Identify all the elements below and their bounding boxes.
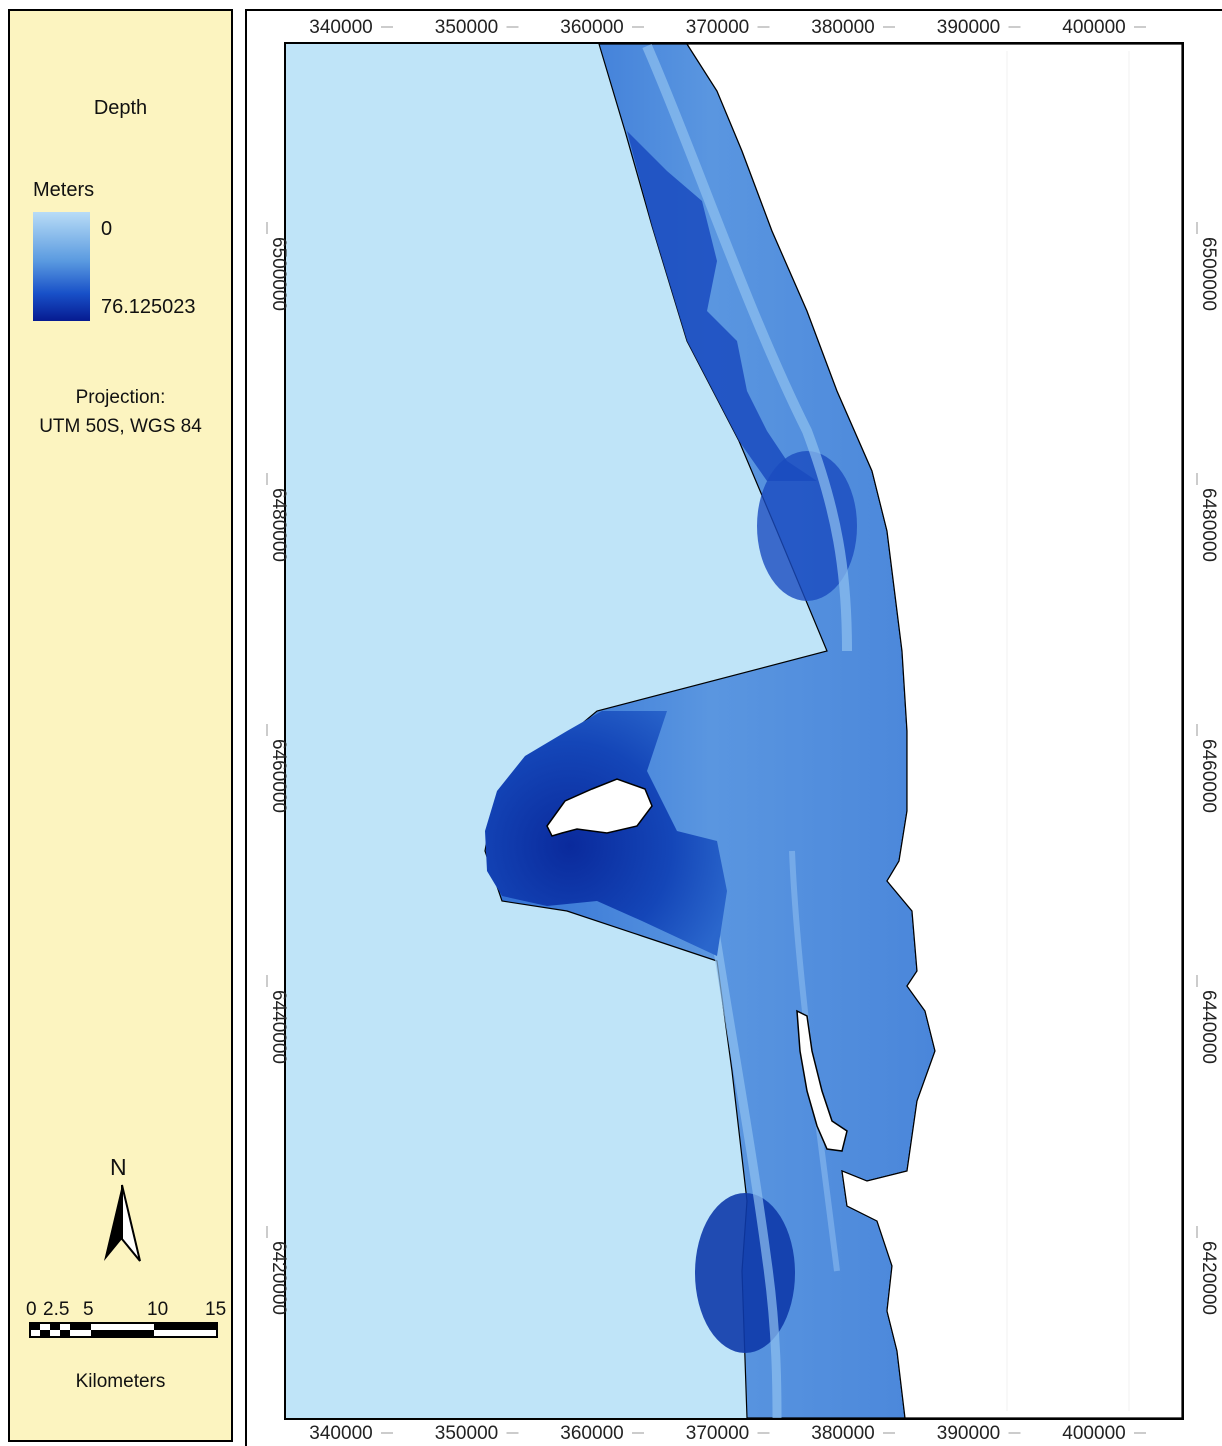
y-tick-label: 6440000 (268, 990, 289, 1064)
x-tick-label: 390000 (937, 1423, 1000, 1444)
garden-island-land (796, 1009, 848, 1152)
x-axis-ticks-top: 340000 350000 360000 370000 380000 390000 4000… (309, 17, 1146, 38)
legend-title: Depth (93, 97, 148, 119)
scale-bar (29, 1322, 218, 1338)
x-tick-label: 350000 (435, 17, 498, 38)
north-arrow-icon (104, 1184, 141, 1262)
x-axis-ticks-bottom: 340000 350000 360000 370000 380000 390000 4000… (309, 1423, 1146, 1444)
x-tick-label: 380000 (811, 1423, 874, 1444)
y-tick-label: 6500000 (268, 237, 289, 311)
y-tick-label: 6460000 (1198, 739, 1219, 813)
x-tick-label: 340000 (309, 1423, 372, 1444)
y-tick-label: 6420000 (1198, 1241, 1219, 1315)
scale-label-0: 0 (26, 1299, 37, 1320)
projection-label: Projection: (75, 387, 166, 408)
x-tick-label: 340000 (309, 17, 372, 38)
bathymetry-map: 340000 350000 360000 370000 380000 390000 4000… (266, 17, 1219, 1444)
deep-bulge-480000 (757, 451, 857, 601)
deep-zone-north (627, 131, 817, 481)
scale-label-10: 10 (147, 1299, 169, 1320)
legend-panel: Depth Meters 0 76.125023 Projection: UTM… (8, 9, 233, 1442)
y-tick-label: 6460000 (268, 739, 289, 813)
x-tick-label: 370000 (686, 17, 749, 38)
y-tick-label: 6480000 (1198, 488, 1219, 562)
legend-min-label: 0 (101, 218, 113, 240)
scale-label-5: 5 (83, 1299, 94, 1320)
north-label: N (110, 1154, 127, 1180)
deep-bulge-6420000 (695, 1193, 795, 1353)
x-tick-label: 360000 (560, 17, 623, 38)
island-land (546, 778, 653, 837)
map-body (286, 43, 1183, 1419)
x-tick-label: 390000 (937, 17, 1000, 38)
scale-label-15: 15 (205, 1299, 227, 1320)
y-tick-label: 6480000 (268, 488, 289, 562)
y-tick-label: 6420000 (268, 1241, 289, 1315)
depth-color-ramp (33, 212, 90, 321)
ridge-north (642, 44, 852, 652)
legend-unit-label: Meters (33, 179, 95, 201)
y-axis-ticks-right: 6500000 6480000 6460000 6440000 6420000 (1196, 222, 1219, 1315)
map-frame: 340000 350000 360000 370000 380000 390000 4000… (245, 9, 1222, 1446)
y-axis-ticks-left: 6500000 6480000 6460000 6440000 6420000 (266, 222, 289, 1315)
x-tick-label: 350000 (435, 1423, 498, 1444)
x-tick-label: 400000 (1062, 17, 1125, 38)
y-tick-label: 6500000 (1198, 237, 1219, 311)
scale-unit-label: Kilometers (75, 1371, 166, 1392)
x-tick-label: 360000 (560, 1423, 623, 1444)
offshore-water (286, 44, 827, 1418)
projection-value: UTM 50S, WGS 84 (39, 416, 202, 437)
mainland (685, 43, 1183, 1419)
scale-label-2-5: 2.5 (43, 1299, 70, 1320)
x-tick-label: 400000 (1062, 1423, 1125, 1444)
y-tick-label: 6440000 (1198, 990, 1219, 1064)
x-tick-label: 370000 (686, 1423, 749, 1444)
legend-max-label: 76.125023 (101, 296, 196, 318)
x-tick-label: 380000 (811, 17, 874, 38)
